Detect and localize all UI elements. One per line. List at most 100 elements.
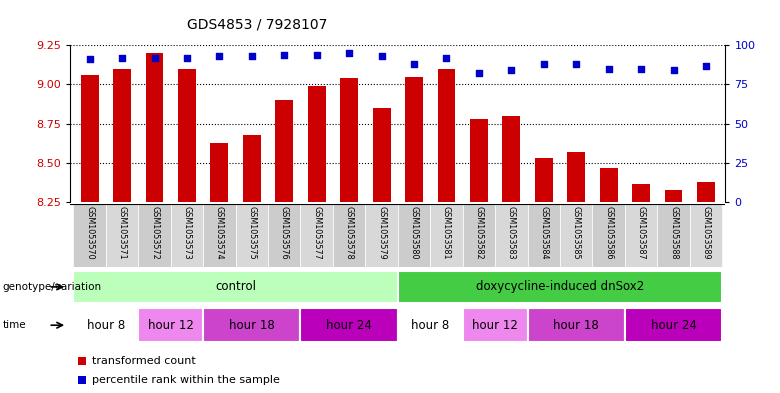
Text: doxycycline-induced dnSox2: doxycycline-induced dnSox2 [476,280,644,294]
Text: hour 24: hour 24 [326,319,372,332]
Bar [431,204,463,267]
Bar [203,204,236,267]
Bar [665,190,682,202]
Bar [398,204,431,267]
Text: GSM1053587: GSM1053587 [636,206,646,260]
Bar [138,204,171,267]
Point [246,53,258,59]
Point [116,55,129,61]
Bar [275,100,293,202]
Text: GSM1053575: GSM1053575 [247,206,257,260]
Text: hour 12: hour 12 [472,319,518,332]
Text: percentile rank within the sample: percentile rank within the sample [92,375,280,386]
Text: GSM1053571: GSM1053571 [118,206,126,260]
Text: hour 18: hour 18 [553,319,599,332]
Bar [340,78,358,202]
Bar [211,143,229,202]
Bar [495,204,527,267]
Bar [632,184,650,202]
Bar [567,152,585,202]
Bar [333,204,365,267]
Point [667,67,679,73]
Point [213,53,225,59]
Bar [625,204,658,267]
Bar [690,204,722,267]
Text: GSM1053588: GSM1053588 [669,206,678,260]
Text: GSM1053589: GSM1053589 [701,206,711,260]
Bar [463,204,495,267]
Text: GSM1053579: GSM1053579 [377,206,386,260]
Bar [73,309,138,342]
Text: GDS4853 / 7928107: GDS4853 / 7928107 [187,17,328,31]
Text: control: control [215,280,256,294]
Bar [73,204,106,267]
Point [375,53,388,59]
Bar [236,204,268,267]
Bar [502,116,520,202]
Text: GSM1053572: GSM1053572 [150,206,159,260]
Text: genotype/variation: genotype/variation [2,282,101,292]
Point [505,67,518,73]
Bar [398,309,463,342]
Text: GSM1053576: GSM1053576 [280,206,289,260]
Bar [81,75,98,202]
Bar [106,204,138,267]
Bar [171,204,203,267]
Text: GSM1053584: GSM1053584 [539,206,548,260]
Bar [658,204,690,267]
Text: GSM1053578: GSM1053578 [345,206,353,260]
Point [181,55,193,61]
Text: hour 8: hour 8 [411,319,449,332]
Text: hour 24: hour 24 [651,319,697,332]
Bar [308,86,325,202]
Text: GSM1053586: GSM1053586 [604,206,613,260]
Bar [438,69,456,202]
Bar [560,204,593,267]
Bar [535,158,553,202]
Bar [365,204,398,267]
Point [635,66,647,72]
Bar [527,309,625,342]
Bar [203,309,300,342]
Point [473,70,485,77]
Point [278,51,290,58]
Point [700,62,712,69]
Bar [398,271,722,303]
Bar [470,119,488,202]
Point [343,50,356,56]
Bar [73,271,398,303]
Bar [593,204,625,267]
Bar [373,108,391,202]
Text: GSM1053582: GSM1053582 [474,206,484,260]
Text: GSM1053574: GSM1053574 [215,206,224,260]
Bar [138,309,203,342]
Text: GSM1053577: GSM1053577 [312,206,321,260]
Bar [697,182,714,202]
Text: GSM1053583: GSM1053583 [507,206,516,260]
Bar [405,77,423,202]
Point [570,61,583,67]
Bar [243,135,261,202]
Text: GSM1053580: GSM1053580 [410,206,419,260]
Bar [527,204,560,267]
Point [148,55,161,61]
Point [310,51,323,58]
Bar [178,69,196,202]
Point [408,61,420,67]
Bar [146,53,164,202]
Bar [300,309,398,342]
Bar [463,309,527,342]
Text: hour 18: hour 18 [229,319,275,332]
Bar [113,69,131,202]
Point [602,66,615,72]
Bar [600,168,618,202]
Text: GSM1053573: GSM1053573 [183,206,191,260]
Text: time: time [2,320,26,330]
Bar [625,309,722,342]
Text: GSM1053585: GSM1053585 [572,206,580,260]
Text: GSM1053570: GSM1053570 [85,206,94,260]
Point [537,61,550,67]
Bar [268,204,300,267]
Text: transformed count: transformed count [92,356,196,366]
Text: GSM1053581: GSM1053581 [442,206,451,260]
